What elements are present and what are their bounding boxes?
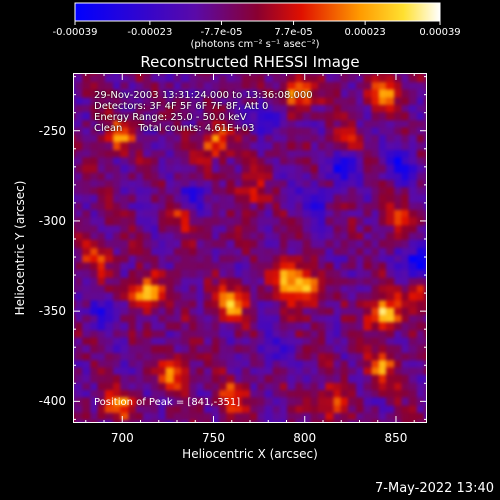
y-tick-label: -250 xyxy=(38,123,66,138)
x-tick-label: 800 xyxy=(293,431,317,445)
x-tick-label: 750 xyxy=(202,431,225,445)
peak-position-label: Position of Peak = [841,-351] xyxy=(94,397,241,408)
y-tick-label: -350 xyxy=(38,304,66,319)
info-clean-counts: Clean Total counts: 4.61E+03 xyxy=(94,123,255,134)
info-detectors: Detectors: 3F 4F 5F 6F 7F 8F, Att 0 xyxy=(94,101,269,112)
colorbar-gradient xyxy=(74,2,441,22)
colorbar-tick-label: 0.00023 xyxy=(344,27,386,38)
x-axis-label: Heliocentric X (arcsec) xyxy=(182,447,318,461)
plot-area xyxy=(73,73,427,423)
x-tick-label: 700 xyxy=(110,431,134,445)
colorbar-tick-label: 7.7e-05 xyxy=(274,27,313,38)
colorbar-tick-label: -0.00023 xyxy=(127,27,173,38)
colorbar-unit-label: (photons cm⁻² s⁻¹ asec⁻²) xyxy=(190,39,320,50)
heatmap-image xyxy=(73,73,427,423)
info-energy-range: Energy Range: 25.0 - 50.0 keV xyxy=(94,112,247,123)
colorbar-tick-label: -7.7e-05 xyxy=(200,27,243,38)
y-tick-label: -300 xyxy=(38,213,66,228)
colorbar xyxy=(74,2,441,25)
y-tick-label: -400 xyxy=(38,394,66,409)
colorbar-ticks xyxy=(74,21,441,25)
x-tick-label: 850 xyxy=(384,431,408,445)
colorbar-tick-label: -0.00039 xyxy=(52,27,98,38)
date-stamp: 7-May-2022 13:40 xyxy=(375,481,494,496)
colorbar-tick-label: 0.00039 xyxy=(419,27,461,38)
chart-title: Reconstructed RHESSI Image xyxy=(140,53,360,71)
info-time-range: 29-Nov-2003 13:31:24.000 to 13:36:08.000 xyxy=(94,90,313,101)
y-axis-label: Heliocentric Y (arcsec) xyxy=(13,180,27,316)
